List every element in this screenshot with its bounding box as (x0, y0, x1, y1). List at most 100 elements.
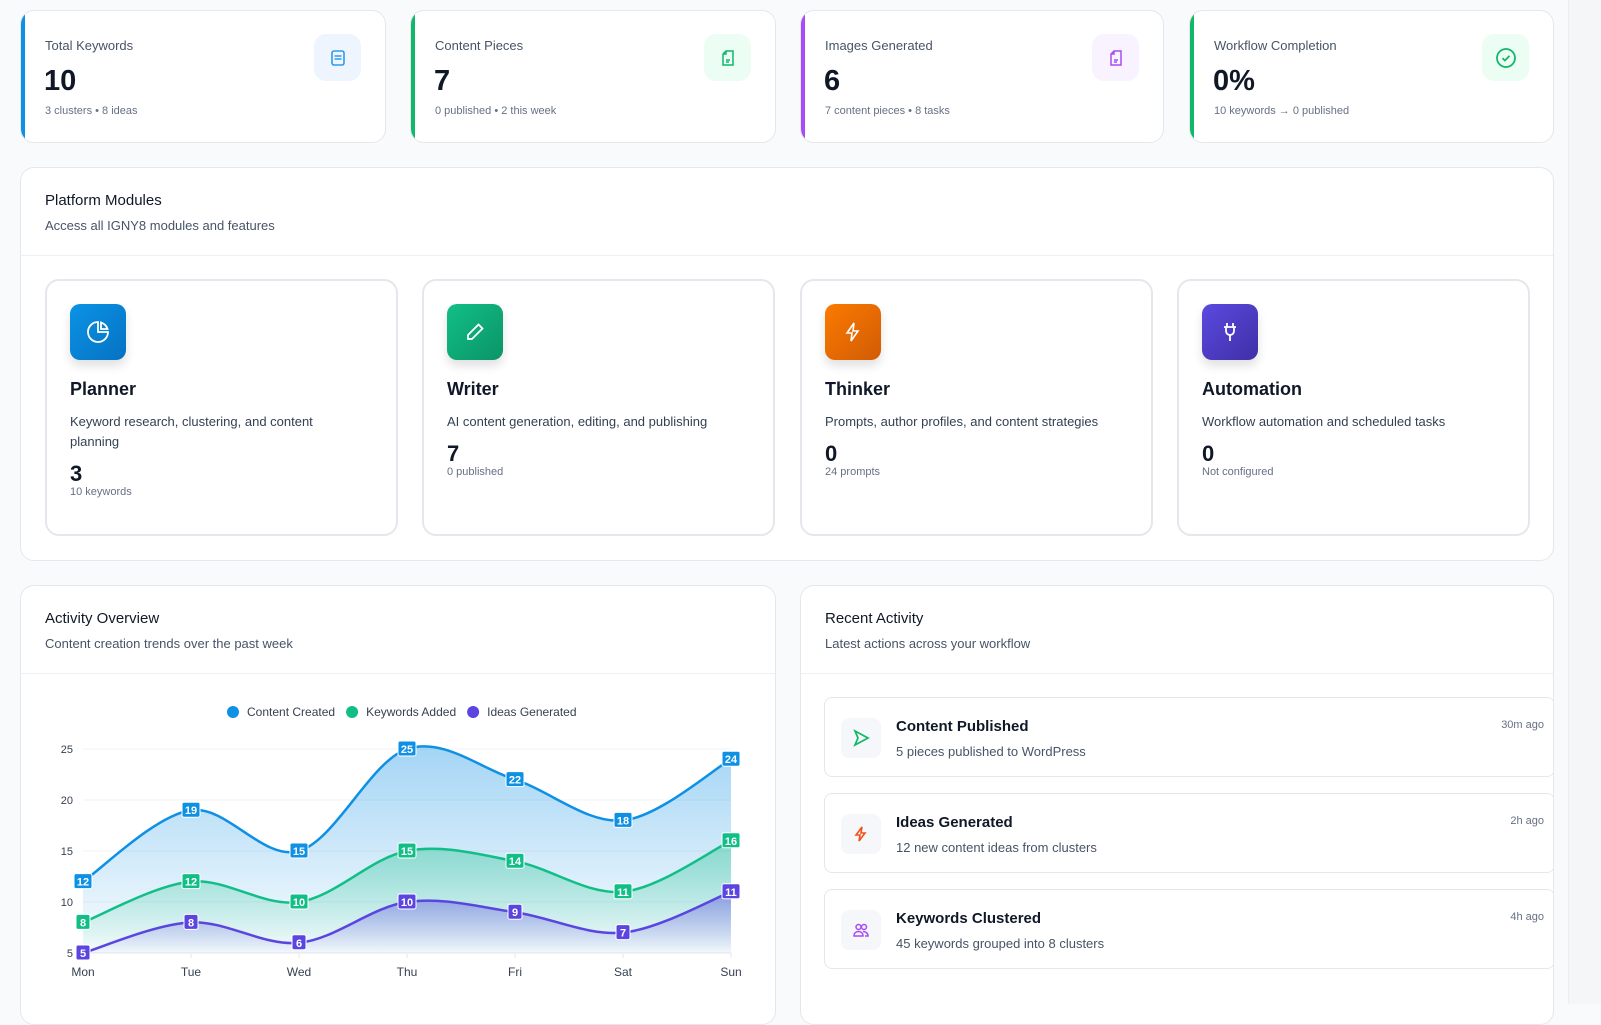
data-label: 7 (615, 924, 631, 941)
x-tick-label: Fri (508, 965, 522, 979)
activity-time: 4h ago (1510, 911, 1544, 923)
module-name: Automation (1202, 379, 1302, 399)
activity-desc: 12 new content ideas from clusters (896, 840, 1097, 855)
svg-text:10: 10 (401, 897, 413, 909)
activity-chart: 5 10 15 20 25 Mon Tue Wed Thu Fri Sat Sun 12 19 15 25 22… (61, 705, 742, 979)
activity-item[interactable]: Content Published 5 pieces published to … (824, 697, 1553, 777)
svg-text:Keywords Added: Keywords Added (366, 705, 456, 719)
stat-card-total-keywords[interactable]: Total Keywords 10 3 clusters • 8 ideas (20, 10, 386, 143)
y-tick-label: 5 (67, 948, 73, 960)
module-sub: 24 prompts (825, 466, 881, 478)
module-card-automation[interactable]: Automation Workflow automation and sched… (1177, 279, 1530, 536)
stat-card-workflow-completion[interactable]: Workflow Completion 0% 10 keywords → 0 p… (1189, 10, 1554, 143)
module-description: Keyword research, clustering, and conten… (70, 414, 313, 449)
scrollbar-track[interactable] (1568, 0, 1601, 1004)
activity-title: Content Published (896, 718, 1029, 735)
bolt-icon (841, 814, 881, 854)
recent-activity-panel: Recent Activity Latest actions across yo… (800, 585, 1554, 1025)
x-tick-label: Sat (614, 965, 633, 979)
activity-title: Ideas Generated (896, 814, 1013, 831)
svg-text:12: 12 (185, 877, 197, 889)
accent-bar (411, 11, 415, 142)
module-name: Planner (70, 379, 137, 399)
svg-text:8: 8 (188, 917, 194, 929)
module-sub: 0 published (447, 466, 504, 478)
pencil-icon (447, 304, 503, 360)
data-label: 22 (505, 771, 525, 788)
stat-sub: 0 published • 2 this week (435, 105, 557, 117)
stat-value: 0% (1213, 65, 1255, 97)
data-label: 24 (721, 750, 741, 767)
data-label: 15 (397, 842, 417, 859)
module-name: Writer (447, 379, 499, 399)
data-label: 11 (721, 883, 741, 900)
module-count: 0 (1202, 441, 1215, 466)
y-tick-label: 15 (61, 846, 73, 858)
stat-value: 6 (824, 65, 841, 97)
stat-card-content-pieces[interactable]: Content Pieces 7 0 published • 2 this we… (410, 10, 776, 143)
activity-desc: 45 keywords grouped into 8 clusters (896, 936, 1105, 951)
panel-subtitle: Content creation trends over the past we… (45, 636, 293, 651)
stat-value: 7 (434, 65, 451, 97)
activity-item[interactable]: Ideas Generated 12 new content ideas fro… (824, 793, 1553, 873)
svg-text:11: 11 (617, 887, 629, 899)
svg-text:24: 24 (725, 754, 738, 766)
data-label: 14 (505, 852, 525, 869)
data-label: 16 (721, 832, 741, 849)
data-label: 19 (181, 801, 201, 818)
svg-text:6: 6 (296, 938, 302, 950)
data-label: 8 (183, 913, 199, 930)
y-tick-label: 20 (61, 795, 73, 807)
svg-text:15: 15 (401, 846, 413, 858)
activity-time: 2h ago (1510, 815, 1544, 827)
module-card-writer[interactable]: Writer AI content generation, editing, a… (422, 279, 775, 536)
divider (801, 673, 1553, 674)
check-circle-icon (1482, 34, 1529, 81)
legend-item[interactable]: Content Created (227, 705, 335, 719)
data-label: 11 (613, 883, 633, 900)
data-label: 15 (289, 842, 309, 859)
module-name: Thinker (825, 379, 891, 399)
module-description: Workflow automation and scheduled tasks (1202, 414, 1446, 429)
activity-title: Keywords Clustered (896, 910, 1042, 927)
x-tick-label: Sun (720, 965, 741, 979)
activity-overview-panel: Activity Overview Content creation trend… (20, 585, 776, 1025)
module-card-planner[interactable]: Planner Keyword research, clustering, an… (45, 279, 398, 536)
legend-item[interactable]: Ideas Generated (467, 705, 577, 719)
module-card-thinker[interactable]: Thinker Prompts, author profiles, and co… (800, 279, 1153, 536)
svg-text:7: 7 (620, 928, 626, 940)
series-area (83, 891, 731, 953)
svg-text:11: 11 (725, 887, 737, 899)
y-tick-label: 25 (61, 744, 73, 756)
x-tick-label: Wed (287, 965, 311, 979)
stat-sub: 10 keywords → 0 published (1214, 105, 1350, 117)
data-label: 10 (397, 893, 417, 910)
stat-sub: 3 clusters • 8 ideas (45, 105, 138, 117)
pie-chart-icon (70, 304, 126, 360)
stat-card-images-generated[interactable]: Images Generated 6 7 content pieces • 8 … (800, 10, 1164, 143)
panel-subtitle: Latest actions across your workflow (825, 636, 1031, 651)
svg-text:19: 19 (185, 805, 197, 817)
stat-label: Workflow Completion (1214, 38, 1337, 53)
stat-value: 10 (44, 65, 77, 97)
module-sub: 10 keywords (70, 486, 132, 498)
svg-text:15: 15 (293, 846, 305, 858)
accent-bar (801, 11, 805, 142)
data-label: 25 (397, 740, 417, 757)
module-count: 7 (447, 441, 460, 466)
divider (21, 255, 1553, 256)
stat-sub: 7 content pieces • 8 tasks (825, 105, 950, 117)
legend-item[interactable]: Keywords Added (346, 705, 456, 719)
data-label: 6 (291, 934, 307, 951)
svg-text:25: 25 (401, 744, 413, 756)
stat-label: Total Keywords (45, 38, 134, 53)
svg-text:5: 5 (80, 948, 86, 960)
x-tick-label: Thu (397, 965, 418, 979)
activity-item[interactable]: Keywords Clustered 45 keywords grouped i… (824, 889, 1553, 969)
svg-text:14: 14 (509, 856, 522, 868)
module-description: AI content generation, editing, and publ… (447, 414, 708, 429)
module-sub: Not configured (1202, 466, 1274, 478)
document-icon (704, 34, 751, 81)
activity-time: 30m ago (1501, 719, 1544, 731)
panel-title: Activity Overview (45, 610, 160, 627)
